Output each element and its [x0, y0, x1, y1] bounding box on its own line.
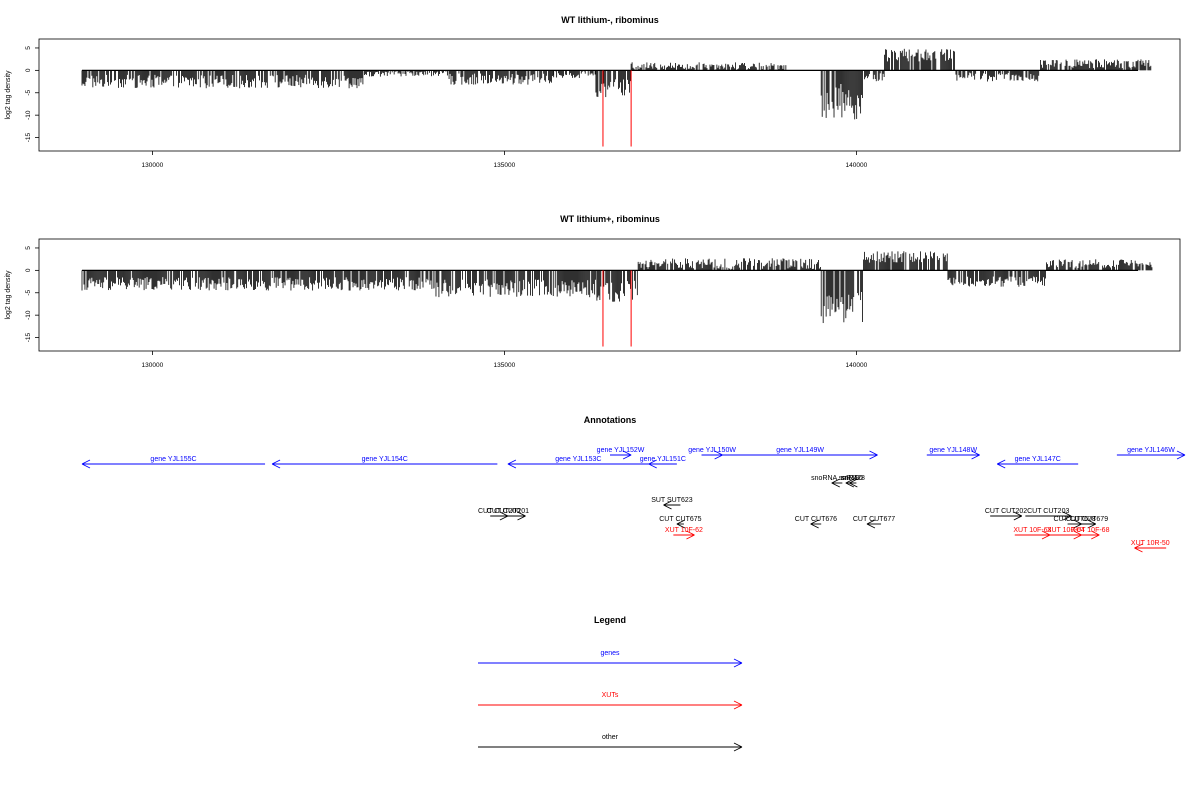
feature-arrow — [1081, 530, 1100, 540]
panel-1-x-axis: 130000 135000 140000 — [142, 151, 868, 169]
feature-label: gene YJL147C — [1015, 456, 1061, 463]
feature-arrow — [673, 530, 695, 540]
feature-label: CUT CUT676 — [795, 516, 837, 523]
y-tick-label: 0 — [25, 268, 32, 272]
annotations-panel: Annotations gene YJL155C gene YJL154C gene… — [81, 415, 1186, 553]
panel-1-title: WT lithium-, ribominus — [561, 15, 659, 25]
feature-label: SUT SUT623 — [651, 497, 693, 504]
feature-arrow — [1116, 450, 1186, 460]
legend-arrow — [478, 742, 743, 752]
feature-label: gene YJL152W — [597, 447, 645, 454]
feature-arrow — [1014, 530, 1051, 540]
panel-1-plot-frame — [38, 38, 1181, 152]
feature-label: gene YJL153C — [555, 456, 601, 463]
feature-label: snR128 — [841, 475, 865, 482]
x-tick-label: 135000 — [494, 162, 516, 169]
feature-label: snoRNA snR190 — [811, 475, 863, 482]
x-tick-label: 130000 — [142, 362, 164, 369]
panel-2-title: WT lithium+, ribominus — [560, 214, 660, 224]
feature-label: gene YJL149W — [776, 447, 824, 454]
panel-1-y-axis-label: log2 tag density — [5, 70, 12, 120]
feature-label: CUT CUT202 — [985, 508, 1027, 515]
feature-arrow — [507, 459, 649, 469]
feature-label: gene YJL148W — [929, 447, 977, 454]
feature-label: XUT 10F-68 — [1071, 527, 1109, 534]
feature-label: gene YJL154C — [362, 456, 408, 463]
feature-arrow — [1050, 530, 1082, 540]
feature-arrow — [610, 450, 632, 460]
feature-label: CUT CUT679 — [1066, 516, 1108, 523]
feature-arrow — [831, 478, 843, 488]
legend-label: XUTs — [602, 692, 619, 699]
feature-arrow — [866, 519, 882, 529]
feature-arrow — [701, 450, 723, 460]
y-tick-label: 5 — [25, 246, 32, 250]
y-tick-label: -15 — [25, 132, 32, 142]
feature-label: CUT CUT675 — [659, 516, 701, 523]
x-tick-label: 140000 — [846, 362, 868, 369]
x-tick-label: 135000 — [494, 362, 516, 369]
feature-arrow — [490, 511, 509, 521]
feature-arrow — [1025, 511, 1072, 521]
feature-label: XUT 10F-63 — [1013, 527, 1051, 534]
feature-label: CUT CUT203 — [1027, 508, 1069, 515]
x-tick-label: 130000 — [142, 162, 164, 169]
feature-label: gene YJL151C — [640, 456, 686, 463]
panel-2-y-axis: 5 0 -5 -10 -15 — [25, 246, 39, 342]
feature-label: gene YJL150W — [688, 447, 736, 454]
feature-arrow — [81, 459, 266, 469]
y-tick-label: 0 — [25, 68, 32, 72]
feature-label: XUT 10R-50 — [1131, 540, 1170, 547]
feature-arrow — [271, 459, 498, 469]
feature-arrow — [926, 450, 980, 460]
feature-label: gene YJL155C — [150, 456, 196, 463]
feature-arrow — [676, 519, 686, 529]
feature-label: XUT 10F-62 — [665, 527, 703, 534]
panel-2-x-axis: 130000 135000 140000 — [142, 351, 868, 369]
legend-title: Legend — [594, 615, 626, 625]
feature-arrow — [996, 459, 1079, 469]
y-tick-label: -15 — [25, 332, 32, 342]
annotations-title: Annotations — [584, 415, 637, 425]
panel-2-y-axis-label: log2 tag density — [5, 270, 12, 320]
feature-label: snR4 — [841, 475, 857, 482]
legend-label: genes — [600, 650, 620, 657]
panel-1-y-axis: 5 0 -5 -10 -15 — [25, 46, 39, 142]
panel-2-plot-frame — [38, 238, 1181, 352]
feature-label: CUT CUT201 — [487, 508, 529, 515]
legend-arrow — [478, 658, 743, 668]
legend-label: other — [602, 734, 619, 741]
y-tick-label: -5 — [25, 89, 32, 95]
panel-lithium-plus: WT lithium+, ribominus 5 0 -5 -10 -15 130000… — [5, 214, 1181, 369]
legend-panel: Legend genes XUTs other — [478, 615, 743, 752]
annotation-features: gene YJL155C gene YJL154C gene YJL153C gene… — [81, 447, 1186, 553]
panel-lithium-minus: WT lithium-, ribominus 5 0 -5 -10 -15 130000… — [5, 15, 1181, 169]
y-tick-label: -10 — [25, 310, 32, 320]
feature-arrow — [1134, 543, 1167, 553]
feature-label: CUT CUT678 — [1053, 516, 1095, 523]
legend-arrow — [478, 700, 743, 710]
feature-label: CUT CUT677 — [853, 516, 895, 523]
feature-arrow — [810, 519, 822, 529]
feature-arrow — [648, 459, 677, 469]
feature-arrow — [849, 478, 858, 488]
feature-label: gene YJL146W — [1127, 447, 1175, 454]
feature-arrow — [663, 500, 681, 510]
feature-arrow — [722, 450, 878, 460]
y-tick-label: -5 — [25, 289, 32, 295]
feature-label: XUT 10F-64 — [1047, 527, 1085, 534]
y-tick-label: 5 — [25, 46, 32, 50]
feature-arrow — [990, 511, 1023, 521]
y-tick-label: -10 — [25, 110, 32, 120]
x-tick-label: 140000 — [846, 162, 868, 169]
panel-2-marks — [81, 251, 1153, 347]
legend-items: genes XUTs other — [478, 650, 743, 752]
feature-label: CUT CUT200 — [478, 508, 520, 515]
panel-1-marks — [81, 48, 1152, 147]
feature-arrow — [1078, 519, 1096, 529]
